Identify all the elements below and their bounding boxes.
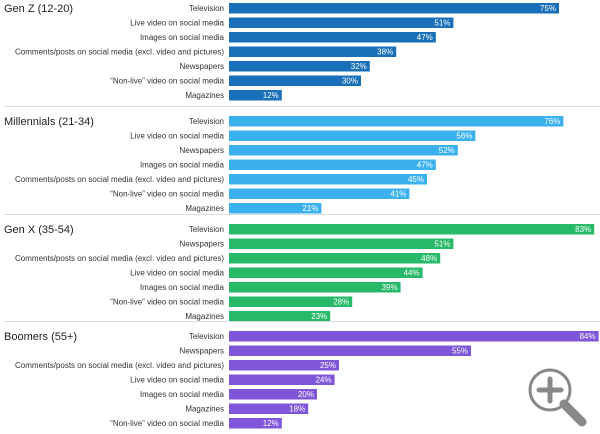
category-label: “Non-live” video on social media (110, 77, 224, 86)
category-label: Images on social media (140, 161, 225, 170)
bar (229, 253, 441, 264)
value-label: 12% (263, 419, 279, 428)
bar (229, 116, 564, 127)
value-label: 44% (404, 269, 420, 278)
bar (229, 374, 335, 385)
category-label: Live video on social media (130, 132, 224, 141)
category-label: “Non-live” video on social media (110, 190, 224, 199)
category-label: Images on social media (140, 390, 225, 399)
bar (229, 282, 401, 293)
bar (229, 267, 423, 278)
bar (229, 32, 436, 43)
value-label: 75% (540, 4, 556, 13)
group-title: Gen X (35-54) (4, 224, 74, 236)
value-label: 76% (544, 117, 560, 126)
bar (229, 17, 454, 28)
bar (229, 3, 559, 14)
category-label: Television (189, 4, 224, 13)
category-label: Comments/posts on social media (excl. vi… (15, 48, 224, 57)
bar (229, 403, 309, 414)
bar (229, 418, 282, 429)
category-label: Magazines (185, 312, 224, 321)
bar (229, 296, 353, 307)
value-label: 47% (417, 33, 433, 42)
value-label: 83% (575, 225, 591, 234)
bar (229, 238, 454, 249)
group-title: Millennials (21-34) (4, 116, 94, 128)
value-label: 32% (351, 62, 367, 71)
category-label: Magazines (185, 405, 224, 414)
value-label: 28% (333, 298, 349, 307)
value-label: 39% (382, 283, 398, 292)
value-label: 55% (452, 347, 468, 356)
value-label: 48% (421, 254, 437, 263)
bar (229, 224, 595, 235)
bar (229, 360, 339, 371)
bar (229, 46, 397, 57)
value-label: 51% (434, 19, 450, 28)
category-label: Comments/posts on social media (excl. vi… (15, 361, 224, 370)
value-label: 47% (417, 161, 433, 170)
bar (229, 159, 436, 170)
category-label: Television (189, 117, 224, 126)
value-label: 20% (298, 390, 314, 399)
value-label: 30% (342, 77, 358, 86)
category-label: “Non-live” video on social media (110, 419, 224, 428)
value-label: 41% (390, 190, 406, 199)
group-title: Boomers (55+) (4, 331, 77, 343)
value-label: 21% (302, 204, 318, 213)
category-label: Television (189, 332, 224, 341)
category-label: Live video on social media (130, 376, 224, 385)
category-label: “Non-live” video on social media (110, 298, 224, 307)
value-label: 56% (456, 132, 472, 141)
value-label: 18% (289, 405, 305, 414)
category-label: Newspapers (180, 146, 224, 155)
bar (229, 75, 361, 86)
bar (229, 90, 282, 101)
category-label: Television (189, 225, 224, 234)
category-label: Comments/posts on social media (excl. vi… (15, 175, 224, 184)
value-label: 84% (580, 332, 596, 341)
value-label: 52% (439, 146, 455, 155)
value-label: 51% (434, 240, 450, 249)
value-label: 45% (408, 175, 424, 184)
bar (229, 203, 322, 214)
category-label: Newspapers (180, 240, 224, 249)
bar (229, 331, 599, 342)
category-label: Live video on social media (130, 19, 224, 28)
value-label: 24% (316, 376, 332, 385)
bar (229, 130, 476, 141)
category-label: Images on social media (140, 283, 225, 292)
zoom-in-icon[interactable] (524, 364, 590, 430)
bar (229, 61, 370, 72)
category-label: Live video on social media (130, 269, 224, 278)
bar (229, 389, 317, 400)
value-label: 23% (311, 312, 327, 321)
category-label: Comments/posts on social media (excl. vi… (15, 254, 224, 263)
category-label: Newspapers (180, 62, 224, 71)
bar (229, 174, 427, 185)
bar (229, 311, 331, 322)
value-label: 25% (320, 361, 336, 370)
group-title: Gen Z (12-20) (4, 3, 73, 15)
value-label: 12% (263, 91, 279, 100)
category-label: Magazines (185, 91, 224, 100)
value-label: 38% (377, 48, 393, 57)
category-label: Magazines (185, 204, 224, 213)
bar (229, 188, 410, 199)
category-label: Images on social media (140, 33, 225, 42)
bar (229, 345, 471, 356)
bar (229, 145, 458, 156)
category-label: Newspapers (180, 347, 224, 356)
